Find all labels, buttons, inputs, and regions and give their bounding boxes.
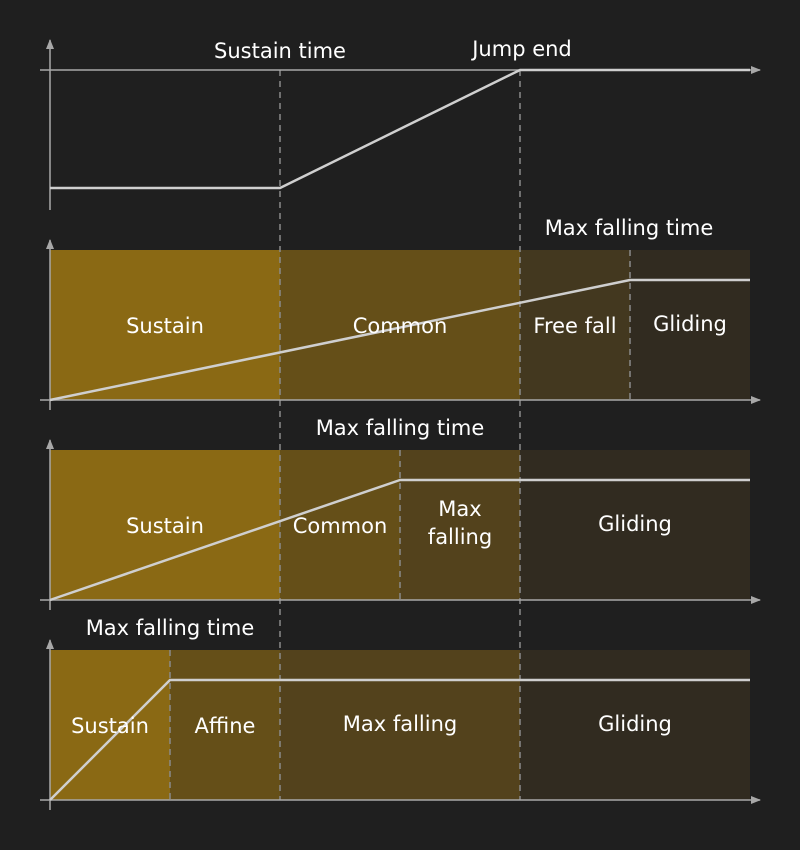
panel-1 <box>50 250 750 400</box>
labels: Sustain time Jump end Max falling time S… <box>71 37 727 738</box>
region-common <box>280 450 400 600</box>
region-affine <box>170 650 280 800</box>
axes <box>40 39 761 810</box>
panel-1-curve <box>49 278 750 402</box>
guide-lines <box>169 70 631 800</box>
panel-3-max-falling-time-label: Max falling time <box>86 616 255 640</box>
panel-2-sustain-label: Sustain <box>126 514 204 538</box>
panel-1-free-fall-label: Free fall <box>533 314 616 338</box>
curves <box>49 68 750 801</box>
jump-end-label: Jump end <box>470 37 572 61</box>
panel-1-sustain-label: Sustain <box>126 314 204 338</box>
panel-1-gliding-label: Gliding <box>653 312 727 336</box>
panel-3-affine-label: Affine <box>195 714 256 738</box>
region-max-falling <box>400 450 520 600</box>
panel-3 <box>50 650 750 800</box>
panel-3-gliding-label: Gliding <box>598 712 672 736</box>
region-gliding <box>520 650 750 800</box>
top-curve <box>50 68 750 190</box>
region-gliding <box>630 250 750 400</box>
panel-1-common-label: Common <box>353 314 448 338</box>
region-common <box>280 250 520 400</box>
panel-1-max-falling-time-label: Max falling time <box>545 216 714 240</box>
region-sustain <box>50 650 170 800</box>
panel-3-curve <box>49 678 750 801</box>
panel-2 <box>50 450 750 600</box>
panel-3-max-falling-label: Max falling <box>343 712 458 736</box>
panel-2-gliding-label: Gliding <box>598 512 672 536</box>
panel-2-common-label: Common <box>293 514 388 538</box>
panel-2-max-label: Max <box>438 497 481 521</box>
panel-2-curve <box>49 478 750 602</box>
sustain-time-label: Sustain time <box>214 39 346 63</box>
region-gliding <box>520 450 750 600</box>
panel-2-max-falling-time-label: Max falling time <box>316 416 485 440</box>
region-max-falling <box>280 650 520 800</box>
panel-3-sustain-label: Sustain <box>71 714 149 738</box>
region-sustain <box>50 450 280 600</box>
region-free-fall <box>520 250 630 400</box>
panel-2-falling-label: falling <box>428 525 492 549</box>
